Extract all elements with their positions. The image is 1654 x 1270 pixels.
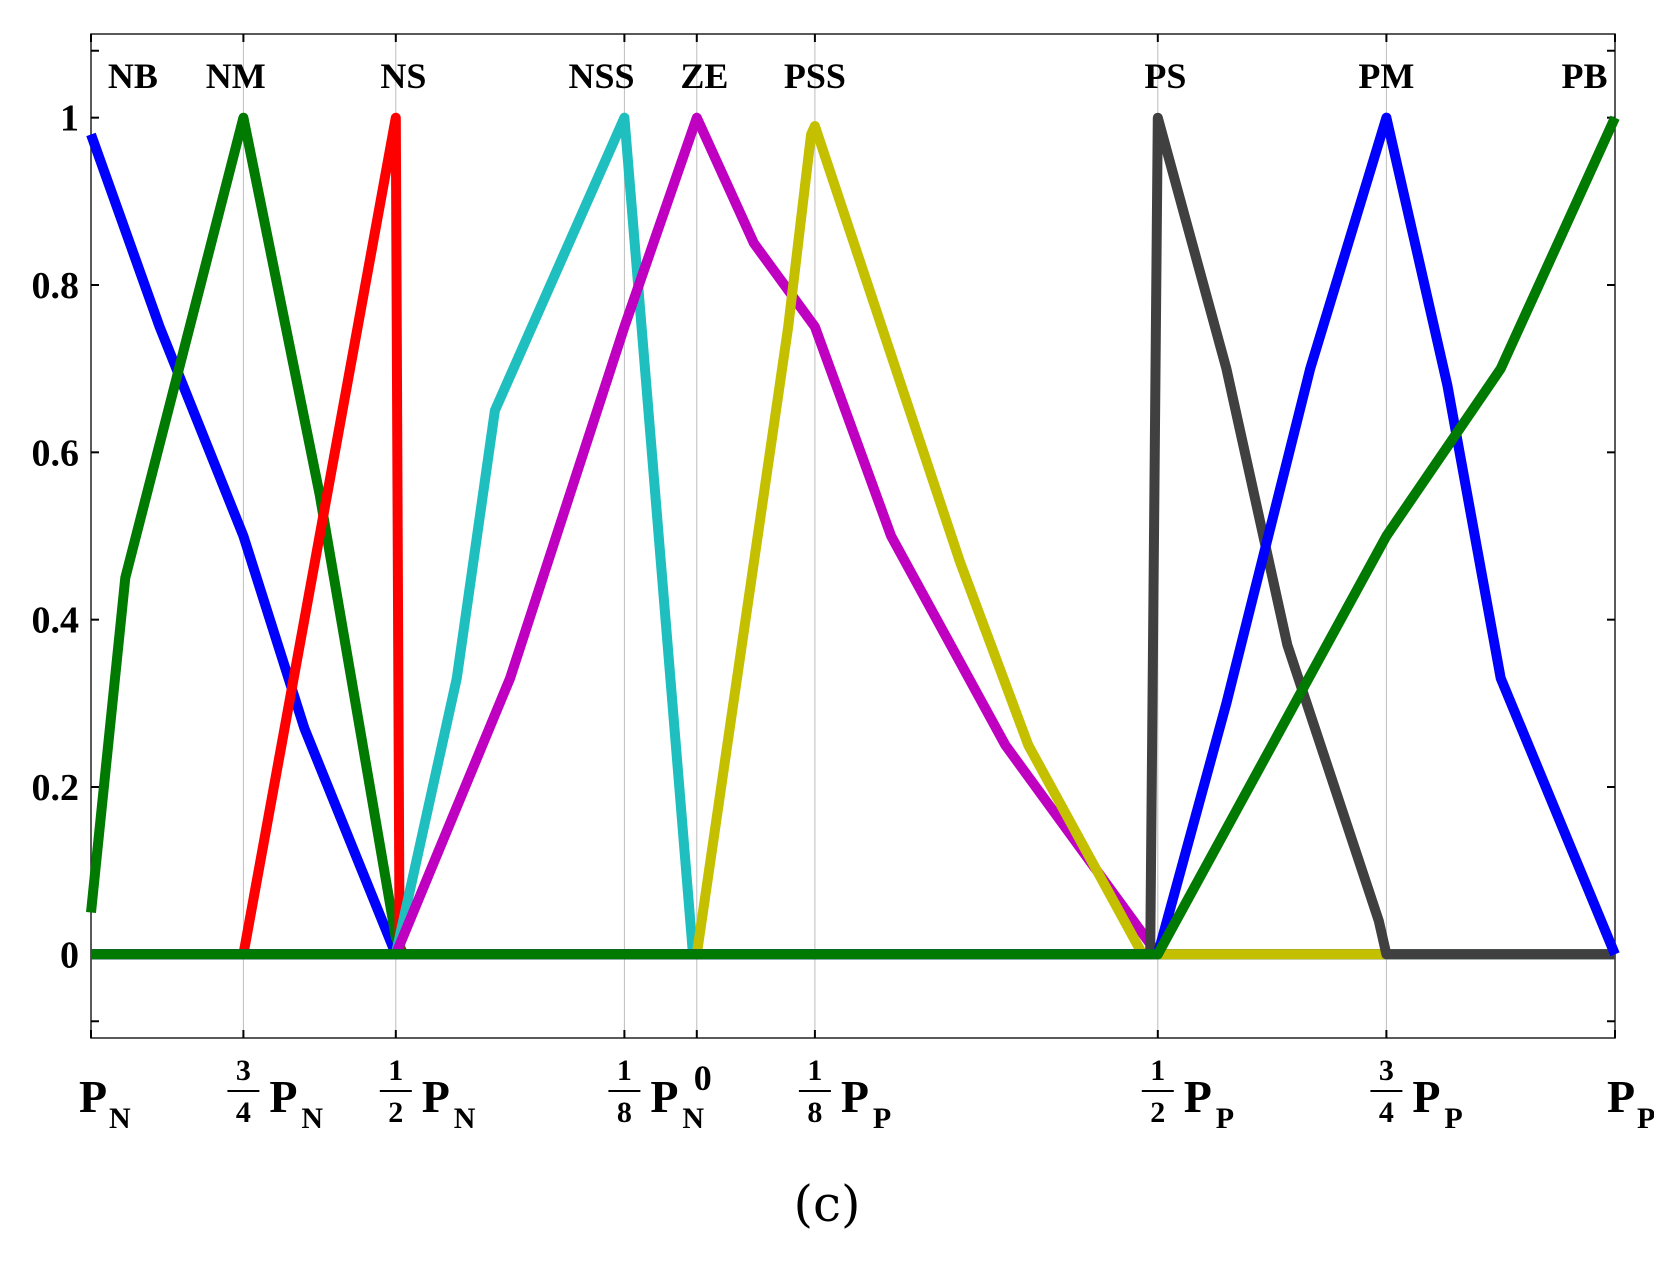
tick-base: P <box>269 1071 297 1122</box>
tick-base: P <box>79 1071 107 1122</box>
tick-base: P <box>1607 1071 1635 1122</box>
y-tick-label: 0.4 <box>32 600 80 642</box>
fraction-denominator: 8 <box>807 1096 822 1129</box>
tick-base: P <box>841 1071 869 1122</box>
x-tick-label: 18 P P <box>798 1054 891 1135</box>
mf-label-ze: ZE <box>680 56 728 96</box>
tick-subscript: P <box>873 1102 891 1135</box>
mf-label-nb: NB <box>108 56 158 96</box>
tick-subscript: N <box>301 1102 323 1135</box>
series-line-pm <box>91 112 1620 960</box>
mf-label-nm: NM <box>206 56 266 96</box>
mf-label-ps: PS <box>1144 56 1186 96</box>
tick-subscript: N <box>454 1102 476 1135</box>
fraction-denominator: 4 <box>236 1096 251 1129</box>
tick-base: P <box>1412 1071 1440 1122</box>
fraction-numerator: 1 <box>388 1054 403 1087</box>
series-line-ze <box>91 112 1162 960</box>
mf-label-nss: NSS <box>569 56 635 96</box>
x-tick-label: 3 4 P N <box>227 1054 323 1135</box>
y-tick-label: 0.8 <box>32 265 80 307</box>
figure-caption: (c) <box>793 1175 861 1233</box>
fraction-numerator: 1 <box>617 1054 632 1087</box>
tick-base: P <box>422 1071 450 1122</box>
x-tick-label: 0 <box>694 1058 712 1098</box>
fraction-denominator: 2 <box>1150 1096 1165 1129</box>
series-line-ps <box>91 112 1615 960</box>
fraction-numerator: 1 <box>1150 1054 1165 1087</box>
fraction-numerator: 3 <box>236 1054 251 1087</box>
fraction-denominator: 4 <box>1379 1096 1394 1129</box>
y-tick-label: 0.2 <box>32 767 80 809</box>
tick-subscript: P <box>1444 1102 1462 1135</box>
tick-subscript: N <box>109 1102 131 1135</box>
plot-area-frame <box>90 33 1616 1039</box>
fraction-denominator: 2 <box>388 1096 403 1129</box>
tick-subscript: P <box>1216 1102 1234 1135</box>
y-tick-label: 1 <box>60 98 79 140</box>
series-line-pss <box>91 121 1387 960</box>
fraction-denominator: 8 <box>617 1096 632 1129</box>
tick-base: P <box>650 1071 678 1122</box>
tick-base: P <box>1184 1071 1212 1122</box>
series-lines <box>86 112 1620 960</box>
y-tick-label: 0 <box>60 934 79 976</box>
x-tick-label: 12 P P <box>1141 1054 1234 1135</box>
mf-label-pss: PSS <box>784 56 846 96</box>
mf-label-pm: PM <box>1358 56 1414 96</box>
axis-ticks <box>90 34 1616 1038</box>
membership-function-labels: NB NM NS NSS ZE PSS PS PM PB <box>108 56 1608 96</box>
x-tick-labels: P N34 P N12 P N18 P N0 18 P P12 P P34 P P P P <box>79 1054 1654 1135</box>
y-tick-label: 0.6 <box>32 432 80 474</box>
fraction-numerator: 1 <box>807 1054 822 1087</box>
tick-subscript: N <box>682 1102 704 1135</box>
tick-subscript: P <box>1637 1102 1654 1135</box>
x-tick-label: 1 8 P N <box>608 1054 704 1135</box>
x-tick-label: 1 2 P N <box>379 1054 476 1135</box>
y-tick-labels: 0 0.2 0.4 0.6 0.8 1 <box>32 98 80 977</box>
fraction-numerator: 3 <box>1379 1054 1394 1087</box>
mf-label-ns: NS <box>380 56 426 96</box>
series-line-pb <box>91 115 1620 960</box>
tick-base: 0 <box>694 1058 712 1098</box>
x-tick-label: 34 P P <box>1370 1054 1463 1135</box>
mf-label-pb: PB <box>1562 56 1608 96</box>
